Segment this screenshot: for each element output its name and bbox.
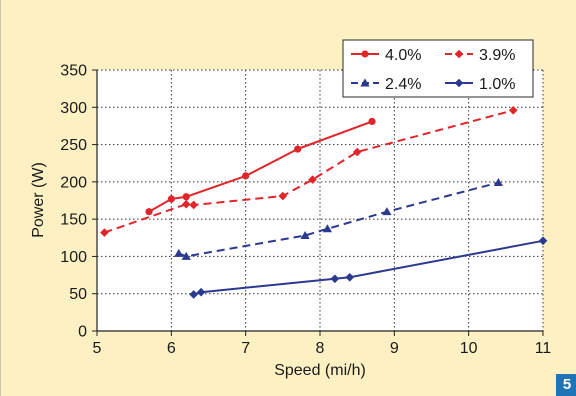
y-axis-title: Power (W)	[30, 162, 47, 238]
series-1	[145, 117, 376, 216]
legend-entry: 4.0%	[351, 47, 421, 64]
legend: 4.0% 3.9% 2.4% 1.0%	[342, 39, 534, 98]
figure-number-badge: 5	[556, 374, 576, 396]
tick-labels: 0 50 100 150 200 250 300 350 5 6 7 8 9 10 11	[60, 63, 551, 358]
legend-swatch-marker	[454, 49, 464, 59]
legend-label: 1.0%	[479, 76, 515, 93]
data-point	[242, 172, 250, 180]
data-point	[330, 274, 340, 284]
data-point	[167, 195, 175, 203]
legend-swatch-marker	[454, 78, 464, 88]
x-tick-label: 9	[390, 340, 399, 357]
legend-entry: 3.9%	[445, 47, 515, 64]
data-point	[300, 230, 310, 239]
data-point	[145, 208, 153, 216]
legend-swatch-marker	[360, 78, 370, 87]
y-tick-label: 150	[60, 212, 87, 229]
data-point	[382, 207, 392, 216]
legend-swatch-marker	[361, 50, 369, 58]
y-tick-label: 200	[60, 174, 87, 191]
y-tick-label: 250	[60, 137, 87, 154]
x-tick-label: 6	[167, 340, 176, 357]
series-layer	[100, 105, 548, 299]
x-tick-label: 11	[535, 340, 552, 357]
data-point	[181, 251, 191, 260]
y-tick-label: 350	[60, 63, 87, 80]
data-point	[538, 236, 548, 246]
x-tick-label: 7	[241, 340, 250, 357]
data-point	[294, 145, 302, 153]
data-point	[493, 178, 503, 187]
x-tick-label: 8	[316, 340, 325, 357]
data-point	[189, 290, 198, 299]
plot-area	[97, 70, 543, 331]
data-point	[174, 248, 184, 257]
legend-label: 2.4%	[385, 76, 421, 93]
legend-label: 4.0%	[385, 47, 421, 64]
y-tick-label: 100	[60, 249, 87, 266]
data-point	[278, 191, 288, 201]
series-line	[148, 120, 373, 213]
x-tick-label: 10	[460, 340, 478, 357]
legend-label: 3.9%	[479, 47, 515, 64]
data-point	[345, 273, 355, 282]
series-2	[100, 105, 518, 237]
series-3	[174, 178, 503, 260]
data-point	[182, 193, 190, 201]
x-axis-title: Speed (mi/h)	[274, 362, 366, 379]
y-tick-label: 0	[78, 324, 87, 341]
series-4	[189, 236, 548, 299]
data-point	[189, 200, 198, 210]
data-point	[100, 228, 109, 237]
legend-entry: 1.0%	[445, 76, 515, 93]
data-point	[308, 175, 317, 184]
data-point	[181, 199, 191, 209]
data-point	[508, 105, 518, 115]
data-point	[368, 117, 376, 126]
data-point	[196, 287, 206, 297]
legend-entry: 2.4%	[351, 76, 421, 93]
axes	[92, 69, 544, 336]
legend-box	[342, 39, 534, 98]
y-tick-label: 50	[69, 286, 87, 303]
x-tick-label: 5	[93, 340, 102, 357]
data-point	[352, 147, 362, 157]
y-tick-label: 300	[60, 100, 87, 117]
data-point	[322, 224, 333, 233]
